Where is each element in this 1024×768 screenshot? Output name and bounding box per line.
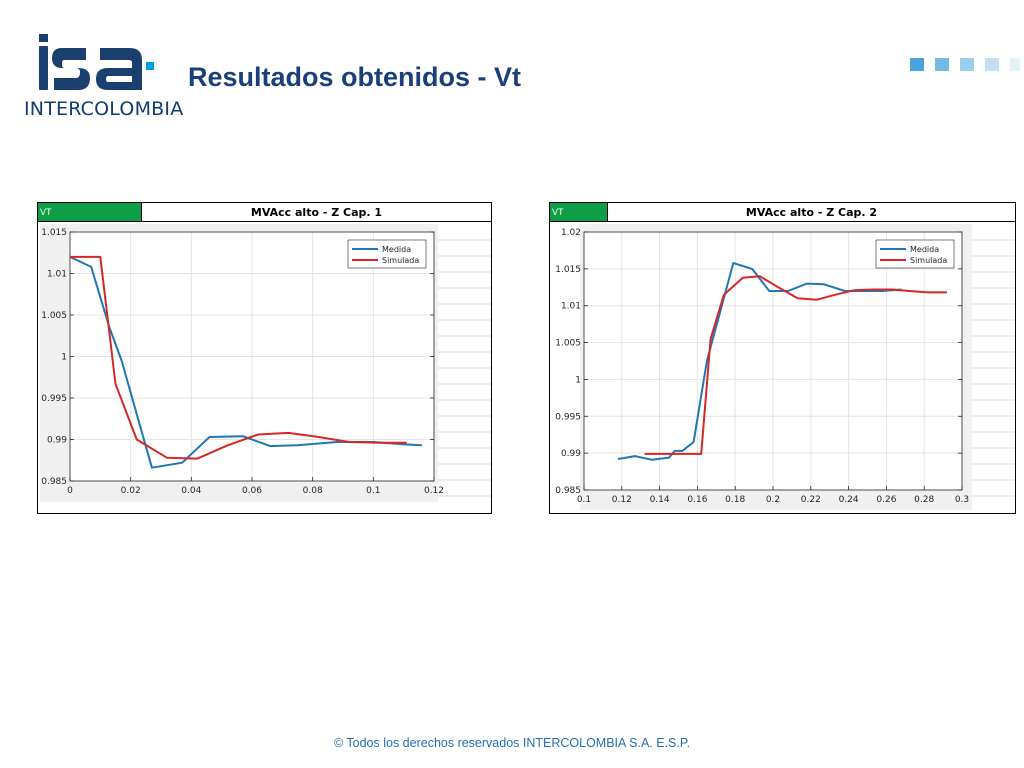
x-tick-label: 0.16 — [687, 495, 707, 505]
panel-header: VT MVAcc alto - Z Cap. 2 — [550, 203, 1015, 222]
y-tick-label: 1.01 — [561, 302, 581, 312]
y-tick-label: 1.005 — [555, 339, 581, 349]
y-tick-label: 1.005 — [41, 311, 67, 321]
legend-label: Simulada — [910, 256, 947, 265]
vt-tag: VT — [38, 203, 142, 221]
series-line-simulada — [644, 275, 947, 455]
x-tick-label: 0.12 — [612, 495, 632, 505]
x-tick-label: 0.08 — [303, 486, 323, 496]
y-tick-label: 1 — [575, 375, 581, 385]
x-tick-label: 0.3 — [955, 495, 969, 505]
panel-title: MVAcc alto - Z Cap. 1 — [250, 206, 383, 219]
isa-logo-mark — [39, 34, 154, 90]
page-title: Resultados obtenidos - Vt — [188, 62, 522, 92]
x-tick-label: 0.1 — [577, 495, 591, 505]
isa-intercolombia-logo: INTERCOLOMBIA — [20, 28, 184, 123]
y-tick-label: 0.99 — [561, 449, 581, 459]
x-tick-label: 0.28 — [914, 495, 934, 505]
legend-box — [347, 239, 427, 269]
logo-text: INTERCOLOMBIA — [24, 98, 184, 120]
x-tick-label: 0.24 — [839, 495, 859, 505]
x-tick-label: 0.04 — [181, 486, 201, 496]
x-tick-label: 0.12 — [424, 486, 444, 496]
legend-label: Medida — [910, 245, 939, 254]
voltage-chart-1: 0 0.02 0.04 0.06 0.08 0.1 0.12 0.985 0.99 0.995 1 1… — [40, 224, 491, 502]
copyright-footer: © Todos los derechos reservados INTERCOL… — [333, 736, 691, 750]
panel-title: MVAcc alto - Z Cap. 2 — [745, 206, 878, 219]
y-tick-label: 0.995 — [41, 394, 67, 404]
decorative-squares — [910, 58, 1020, 71]
legend-label: Simulada — [382, 256, 419, 265]
y-tick-label: 1.015 — [555, 265, 581, 275]
y-tick-label: 0.985 — [41, 477, 67, 487]
x-tick-label: 0.22 — [801, 495, 821, 505]
legend-box — [875, 239, 955, 269]
x-tick-label: 0 — [67, 486, 73, 496]
chart-panel-2: VT MVAcc alto - Z Cap. 2 0.1 0.12 0.14 0.16… — [549, 202, 1016, 514]
y-tick-label: 0.99 — [47, 436, 67, 446]
y-tick-label: 0.995 — [555, 412, 581, 422]
x-tick-label: 0.14 — [650, 495, 670, 505]
voltage-chart-2: 0.1 0.12 0.14 0.16 0.18 0.2 0.22 0.24 0.26 0.28 0.… — [555, 224, 1015, 510]
y-tick-label: 0.985 — [555, 486, 581, 496]
x-tick-label: 0.1 — [366, 486, 380, 496]
vt-tag: VT — [550, 203, 608, 221]
y-tick-label: 1.015 — [41, 228, 67, 238]
x-tick-label: 0.06 — [242, 486, 262, 496]
y-tick-label: 1 — [61, 353, 67, 363]
x-tick-label: 0.2 — [766, 495, 780, 505]
x-tick-label: 0.02 — [121, 486, 141, 496]
y-tick-label: 1.02 — [561, 228, 581, 238]
x-tick-label: 0.26 — [876, 495, 896, 505]
panel-header: VT MVAcc alto - Z Cap. 1 — [38, 203, 491, 222]
y-tick-label: 1.01 — [47, 270, 67, 280]
series-line-simulada — [70, 255, 407, 460]
chart-panel-1: VT MVAcc alto - Z Cap. 1 0 0.02 0.04 0.06 0.… — [37, 202, 492, 514]
legend-label: Medida — [382, 245, 411, 254]
x-tick-label: 0.18 — [725, 495, 745, 505]
